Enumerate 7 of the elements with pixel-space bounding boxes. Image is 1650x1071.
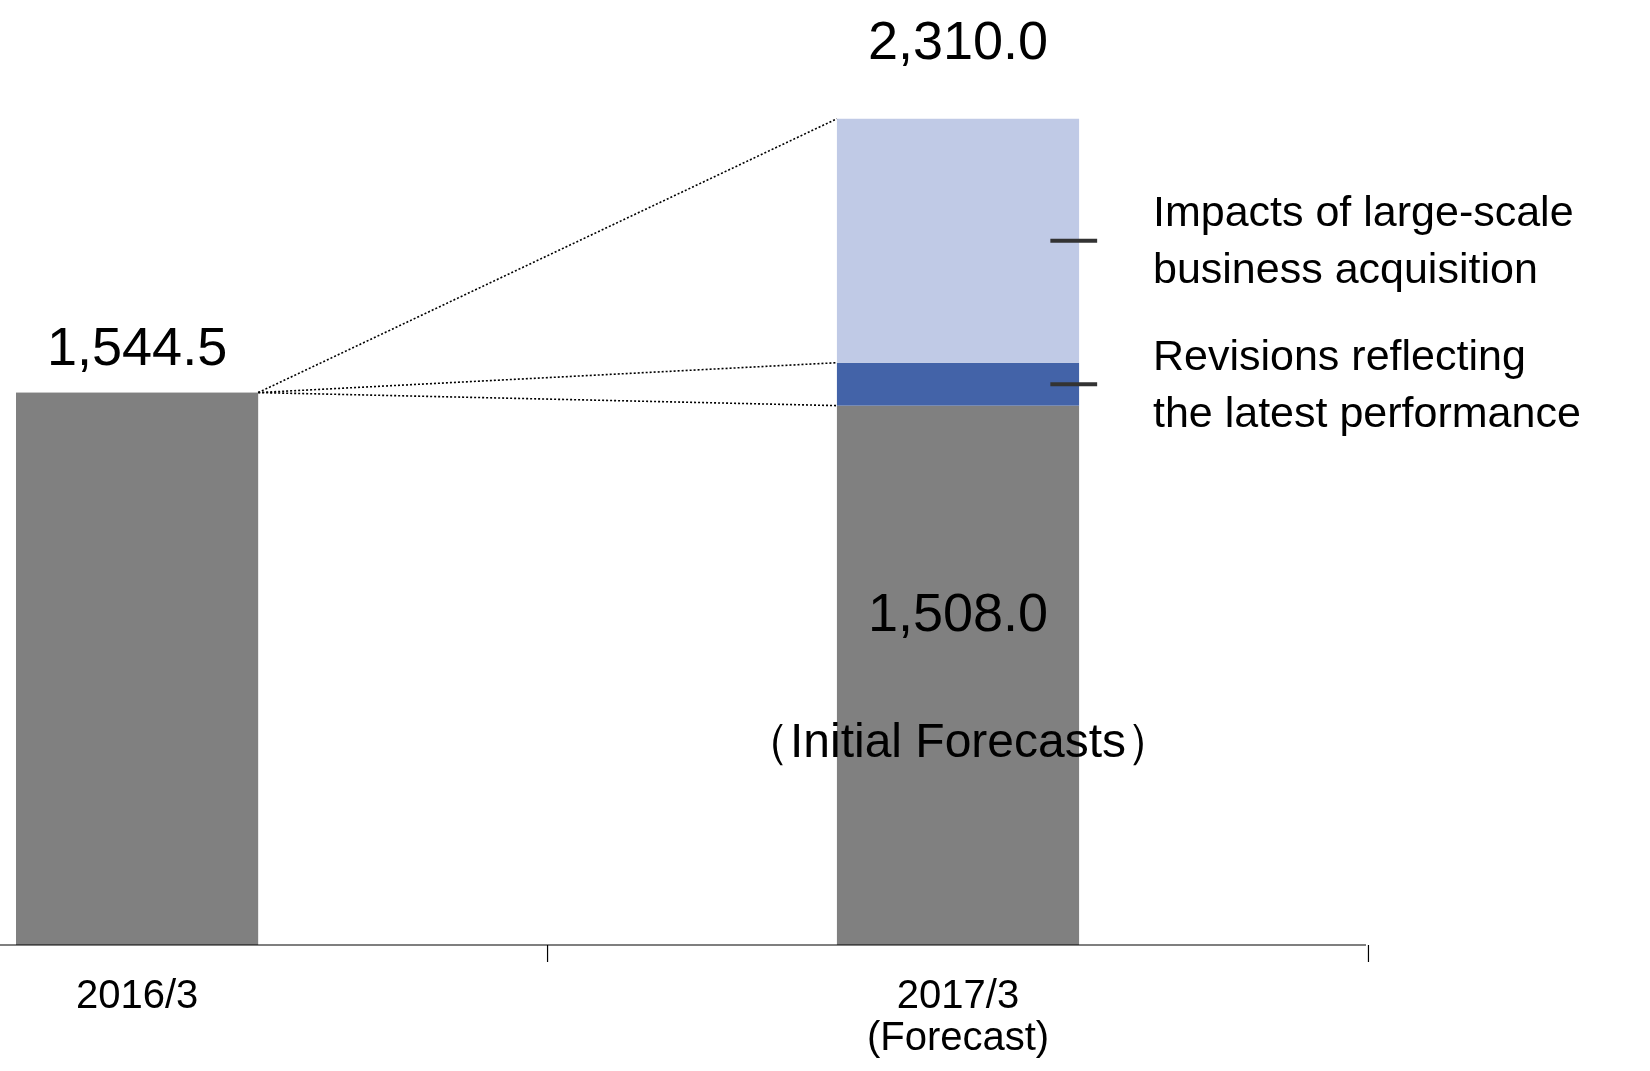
x-tick-label: 2017/3 (Forecast) [866, 972, 1050, 1058]
series-label: Revisions reflecting the latest performance [1152, 330, 1581, 436]
data-label: 1,544.5 [47, 315, 228, 376]
x-tick-label: 2016/3 [75, 972, 199, 1016]
total-label: 2,310.0 [867, 9, 1049, 70]
series-label: Impacts of large-scale business acquisition [1152, 187, 1574, 293]
data-label: 1,508.0 [867, 581, 1049, 642]
